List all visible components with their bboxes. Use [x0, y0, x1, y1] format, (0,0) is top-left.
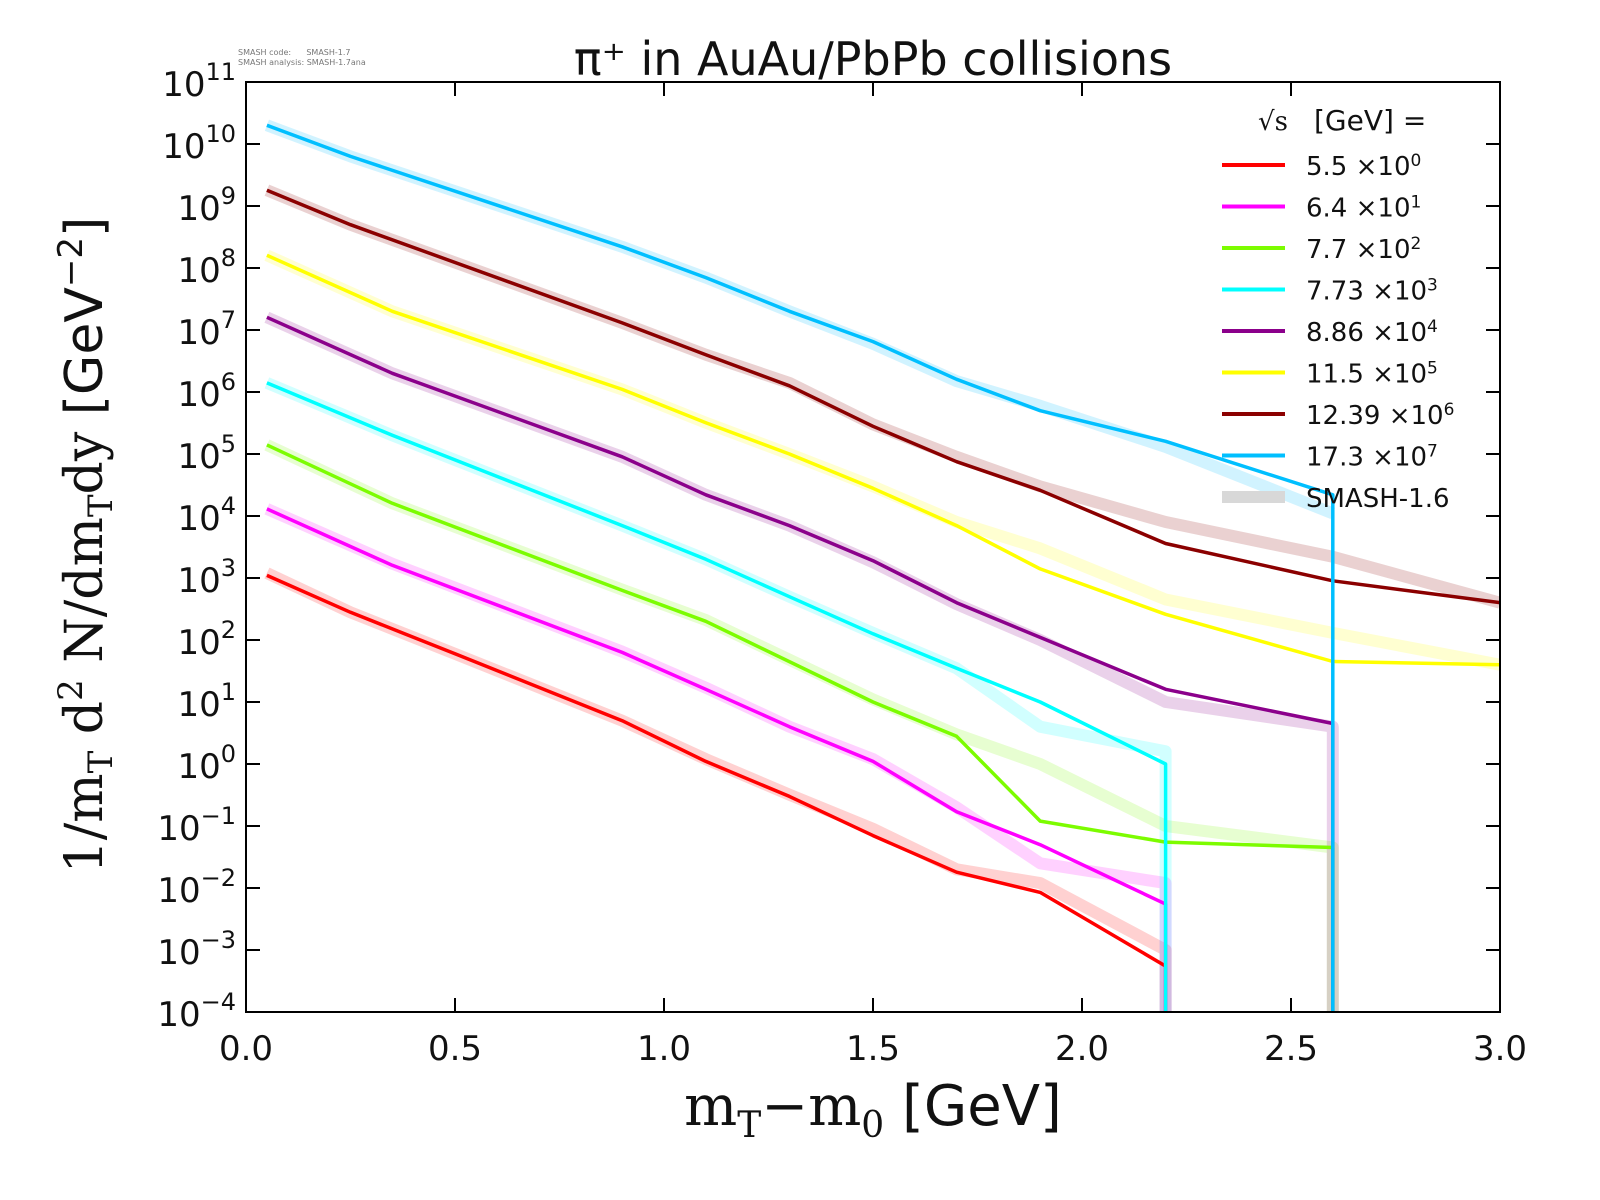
- y-tick-label: 109: [177, 182, 236, 229]
- chart-title: π⁺ in AuAu/PbPb collisions: [574, 32, 1172, 86]
- legend: √s [GeV] = 5.5 ×100 6.4 ×101 7.7 ×102 7.73 …: [1222, 104, 1454, 514]
- x-tick-label: 2.0: [1055, 1029, 1109, 1069]
- series-line-6.4: [266, 507, 1168, 1012]
- series-line-8.86: [266, 315, 1335, 1012]
- series-line-12.39: [266, 188, 1500, 605]
- axis-ticks: 0.0 0.5 1.0 1.5 2.0 2.5 3.0 1011 1010 109 108 107 10…: [157, 58, 1527, 1069]
- series-line-11.5: [266, 253, 1500, 667]
- series-line-5.5: [266, 573, 1168, 1012]
- y-axis-label: 1/mT d2 N/dmTdy [GeV−2]: [51, 217, 121, 874]
- series-line-7.73: [266, 381, 1168, 1012]
- legend-label-11.5: 11.5 ×105: [1306, 359, 1438, 390]
- reference-line-6.4: [264, 503, 1172, 1012]
- y-tick-label: 10−4: [157, 988, 236, 1035]
- x-tick-label: 0.0: [219, 1029, 273, 1069]
- legend-label-12.39: 12.39 ×106: [1306, 400, 1454, 431]
- y-tick-label: 107: [177, 306, 236, 353]
- y-tick-label: 10−1: [157, 802, 236, 849]
- y-tick-label: 1010: [162, 120, 236, 167]
- series-line-7.7: [266, 443, 1335, 1012]
- y-tick-label: 101: [177, 678, 236, 725]
- legend-label-8.86: 8.86 ×104: [1306, 317, 1438, 348]
- y-tick-label: 103: [177, 554, 236, 601]
- y-tick-label: 10−3: [157, 926, 236, 973]
- legend-label-reference: SMASH-1.6: [1306, 484, 1450, 514]
- legend-header-sqrt-s: √s: [1258, 107, 1288, 137]
- y-tick-label: 106: [177, 368, 236, 415]
- y-tick-label: 100: [177, 740, 236, 787]
- series-line-17.3: [266, 123, 1335, 1012]
- legend-label-17.3: 17.3 ×107: [1306, 442, 1438, 473]
- x-tick-label: 0.5: [428, 1029, 482, 1069]
- legend-label-7.7: 7.7 ×102: [1306, 234, 1421, 265]
- reference-line-7.7: [264, 439, 1339, 1012]
- legend-header-unit: [GeV] =: [1314, 104, 1426, 137]
- x-axis-label: mT−m0 [GeV]: [684, 1074, 1062, 1146]
- x-tick-label: 1.0: [637, 1029, 691, 1069]
- series-lines: [266, 123, 1500, 1012]
- legend-label-5.5: 5.5 ×100: [1306, 151, 1421, 182]
- x-tick-label: 2.5: [1264, 1029, 1318, 1069]
- smash-analysis-version: SMASH analysis: SMASH-1.7ana: [238, 58, 366, 67]
- y-tick-label: 104: [177, 492, 236, 539]
- x-tick-label: 3.0: [1473, 1029, 1527, 1069]
- smash-code-version: SMASH code: SMASH-1.7: [238, 48, 351, 57]
- y-tick-label: 108: [177, 244, 236, 291]
- legend-label-6.4: 6.4 ×101: [1306, 193, 1421, 224]
- x-tick-label: 1.5: [846, 1029, 900, 1069]
- y-tick-label: 1011: [162, 58, 236, 105]
- y-tick-label: 10−2: [157, 864, 236, 911]
- legend-label-7.73: 7.73 ×103: [1306, 276, 1438, 307]
- y-tick-label: 105: [177, 430, 236, 477]
- y-tick-label: 102: [177, 616, 236, 663]
